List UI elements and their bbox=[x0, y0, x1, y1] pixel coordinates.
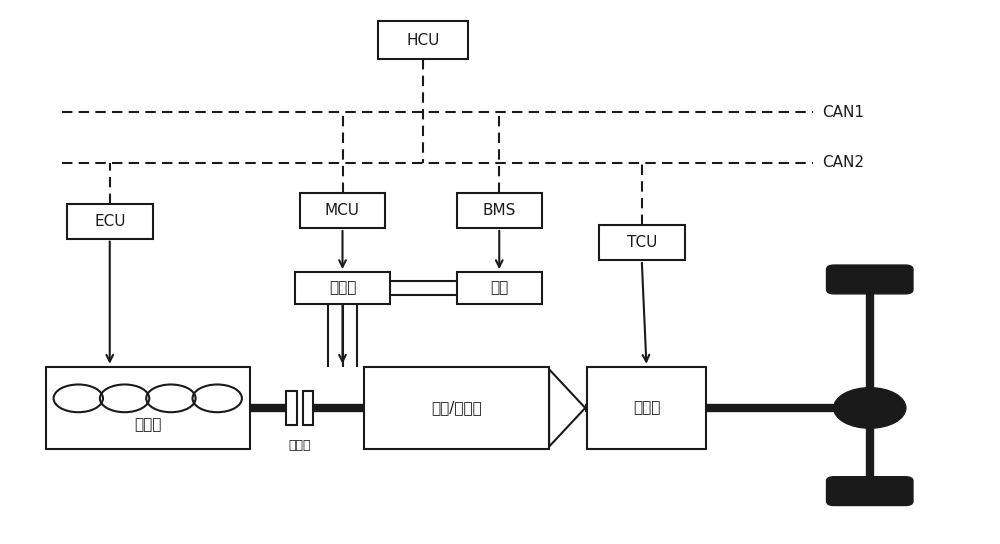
Text: HCU: HCU bbox=[407, 33, 440, 47]
Bar bbox=[67, 204, 152, 239]
Text: MCU: MCU bbox=[325, 203, 360, 218]
Bar bbox=[378, 21, 468, 59]
Text: BMS: BMS bbox=[483, 203, 516, 218]
Text: 电动/发电机: 电动/发电机 bbox=[431, 400, 482, 416]
Circle shape bbox=[834, 388, 906, 428]
FancyBboxPatch shape bbox=[827, 477, 913, 505]
Text: CAN2: CAN2 bbox=[822, 155, 864, 170]
Bar bbox=[364, 367, 549, 449]
Bar bbox=[599, 225, 684, 260]
Text: 变速箱: 变速箱 bbox=[633, 400, 660, 416]
Bar bbox=[295, 272, 390, 304]
Bar bbox=[303, 391, 313, 425]
Bar bbox=[456, 272, 542, 304]
Bar bbox=[46, 367, 250, 449]
Text: ECU: ECU bbox=[94, 214, 126, 229]
Polygon shape bbox=[549, 369, 585, 447]
Bar bbox=[286, 391, 297, 425]
Text: TCU: TCU bbox=[627, 235, 657, 250]
Bar bbox=[300, 193, 385, 228]
Bar bbox=[587, 367, 706, 449]
FancyBboxPatch shape bbox=[827, 265, 913, 294]
Text: 发动机: 发动机 bbox=[134, 417, 161, 432]
Text: 电池: 电池 bbox=[490, 281, 508, 295]
Text: 离合器: 离合器 bbox=[288, 438, 311, 452]
Text: CAN1: CAN1 bbox=[822, 104, 864, 120]
Text: 逆变器: 逆变器 bbox=[329, 281, 356, 295]
Bar bbox=[456, 193, 542, 228]
